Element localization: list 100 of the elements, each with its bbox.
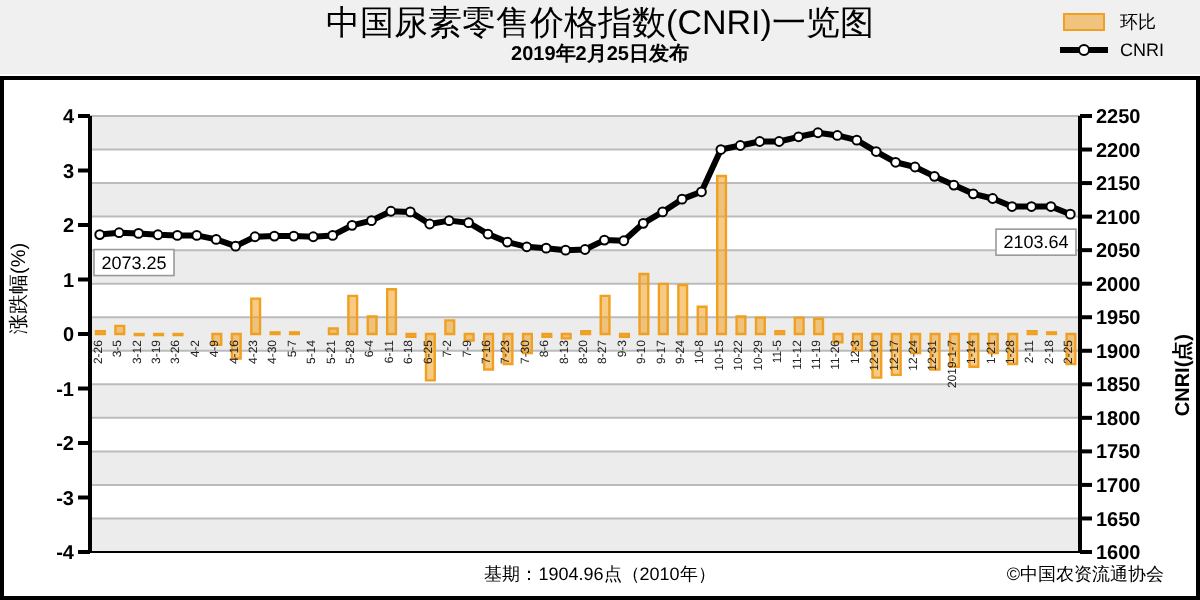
bar: [327, 327, 339, 336]
data-label: 2073.25: [101, 252, 167, 273]
bar: [793, 316, 805, 336]
point: [210, 234, 222, 245]
point: [366, 215, 377, 227]
point: [657, 206, 669, 218]
point: [482, 228, 494, 240]
bar: [560, 332, 572, 340]
point: [501, 236, 513, 248]
y2-tick-label: 1950: [1096, 308, 1142, 331]
point: [133, 227, 144, 239]
bar: [715, 174, 728, 336]
bar: [444, 319, 456, 336]
point: [1026, 201, 1037, 212]
point: [948, 179, 960, 191]
bar: [813, 317, 825, 336]
point: [618, 235, 630, 247]
y2-tick-label: 2050: [1096, 241, 1142, 264]
point: [463, 217, 474, 229]
bar: [657, 282, 669, 336]
y-tick-label: 0: [62, 325, 75, 348]
point: [734, 140, 746, 151]
text: ©中国农资流通协会: [1006, 562, 1164, 588]
data-label: 2103.64: [1003, 232, 1069, 253]
point: [773, 136, 785, 147]
point: [521, 241, 533, 253]
point: [831, 130, 843, 141]
point: [307, 231, 319, 243]
y-tick-label: -2: [56, 434, 75, 457]
y2-tick-label: 2000: [1096, 274, 1142, 297]
y-tick-label: 4: [62, 107, 75, 130]
chart-subtitle: 2019年2月25日发布: [511, 44, 689, 66]
y2-tick-label: 1650: [1096, 509, 1142, 532]
point: [288, 230, 300, 242]
point: [269, 230, 280, 242]
point: [443, 215, 455, 227]
y2-tick-label: 1800: [1096, 408, 1142, 431]
point: [754, 136, 766, 147]
y-tick-label: -4: [56, 543, 75, 566]
y2-tick-label: 2200: [1096, 140, 1142, 163]
chart-title: 中国尿素零售价格指数(CNRI)一览图: [326, 4, 874, 42]
legend-label: 环比: [1120, 10, 1156, 36]
y2-tick-label: 2100: [1096, 207, 1142, 230]
point: [113, 227, 125, 239]
y2-tick-label: 1900: [1096, 341, 1142, 364]
bar: [638, 272, 650, 336]
point: [676, 193, 688, 205]
bar: [347, 294, 359, 336]
point: [929, 170, 940, 182]
point: [1006, 201, 1018, 212]
point: [385, 205, 397, 217]
y2-tick-label: 1600: [1096, 543, 1142, 566]
legend-label: CNRI: [1120, 38, 1164, 64]
point: [94, 229, 106, 240]
bar: [463, 332, 475, 342]
point: [637, 217, 649, 229]
y-tick-label: -3: [56, 488, 75, 511]
point: [696, 186, 707, 198]
point: [424, 218, 436, 230]
point: [987, 193, 999, 204]
point: [327, 230, 339, 241]
bar: [832, 332, 844, 344]
y-tick-label: 3: [62, 161, 75, 184]
point: [579, 244, 591, 255]
y2-tick-label: 2150: [1096, 174, 1142, 197]
point: [967, 188, 979, 200]
point: [191, 230, 203, 241]
point: [249, 231, 261, 243]
y2-tick-label: 1850: [1096, 375, 1142, 398]
y2-tick-label: 1700: [1096, 476, 1142, 499]
point: [346, 219, 358, 231]
bar: [114, 324, 126, 336]
point: [599, 234, 610, 246]
point: [560, 244, 571, 256]
point: [890, 156, 901, 168]
point: [812, 127, 824, 139]
bar: [754, 316, 766, 336]
bar: [696, 305, 708, 336]
bar: [250, 297, 262, 336]
bar: [735, 315, 747, 336]
point: [540, 242, 552, 254]
bar: [677, 283, 689, 336]
text: 基期：1904.96点（2010年）: [484, 564, 716, 584]
point: [793, 131, 804, 143]
point: [404, 206, 416, 218]
y-tick-label: 2: [62, 216, 75, 239]
y2-axis-title: CNRI(点): [1171, 334, 1196, 417]
point: [909, 161, 921, 173]
y2-tick-label: 1750: [1096, 442, 1142, 465]
point: [851, 134, 863, 146]
y-axis-title: 涨跌幅(%): [7, 242, 32, 334]
y-tick-label: -1: [56, 379, 75, 402]
y-tick-label: 1: [62, 270, 75, 293]
point: [1064, 208, 1076, 220]
point: [870, 146, 882, 157]
point: [1045, 201, 1057, 212]
y2-tick-label: 2250: [1096, 107, 1142, 130]
bar: [385, 288, 398, 336]
point: [715, 144, 727, 155]
bar: [599, 294, 611, 336]
